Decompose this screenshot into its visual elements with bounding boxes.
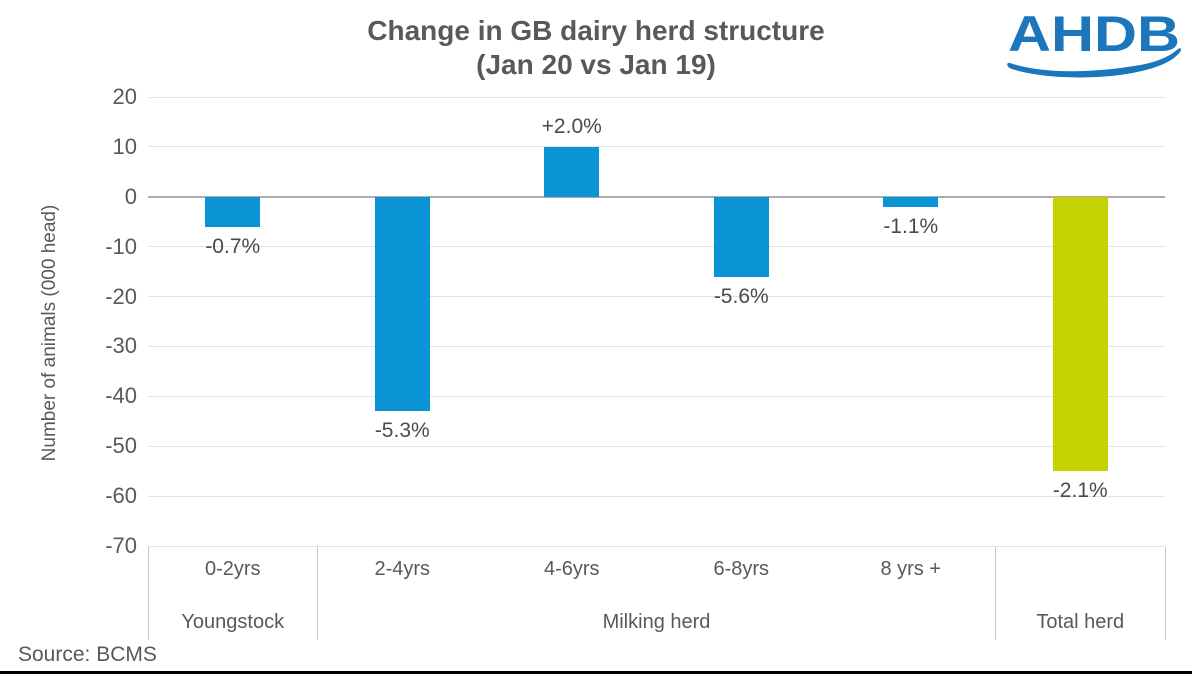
data-label: -5.6% — [713, 284, 769, 308]
gridline — [148, 246, 1165, 248]
x-age-label: 4-6yrs — [543, 558, 600, 580]
y-tick-label: -20 — [105, 283, 137, 309]
y-tick-label: -30 — [105, 333, 137, 359]
gridline — [148, 146, 1165, 148]
gridline — [148, 495, 1165, 497]
ahdb-logo-text: AHDB — [1008, 6, 1180, 62]
y-tick-label: 0 — [124, 183, 137, 209]
category-divider — [995, 547, 996, 640]
bar-2-4yrs — [374, 196, 430, 412]
x-age-label: 8 yrs + — [880, 558, 942, 580]
bar-4-6yrs — [544, 146, 600, 197]
gridline — [148, 545, 1165, 547]
gridline — [148, 345, 1165, 347]
y-tick-label: -40 — [105, 383, 137, 409]
bar-8-yrs-+ — [883, 196, 939, 207]
data-label: -5.3% — [374, 419, 430, 443]
x-age-label: 2-4yrs — [374, 558, 431, 580]
bottom-rule — [0, 671, 1192, 674]
y-tick-label: 20 — [112, 84, 137, 109]
y-tick-label: -60 — [105, 483, 137, 509]
ahdb-logo: AHDB — [1007, 6, 1182, 78]
data-label: +2.0% — [541, 114, 602, 138]
bar-total-herd — [1052, 196, 1108, 472]
y-tick-label: -70 — [105, 533, 137, 558]
bar-6-8yrs — [713, 196, 769, 277]
zero-gridline — [148, 195, 1165, 198]
data-label: -1.1% — [883, 214, 939, 238]
x-group-label: Milking herd — [602, 611, 711, 633]
source-note: Source: BCMS — [18, 643, 157, 666]
ahdb-logo-wave — [1007, 48, 1182, 78]
gridline — [148, 96, 1165, 98]
bar-0-2yrs — [205, 196, 261, 227]
category-divider — [1164, 547, 1166, 640]
data-label: -2.1% — [1052, 479, 1108, 503]
y-tick-label: -50 — [105, 433, 137, 459]
gridline — [148, 395, 1165, 397]
x-age-label: 6-8yrs — [713, 558, 770, 580]
x-group-label: Youngstock — [181, 611, 285, 633]
x-group-label: Total herd — [1036, 611, 1125, 633]
category-divider — [317, 547, 318, 640]
category-divider — [147, 547, 149, 640]
data-label: -0.7% — [205, 234, 261, 258]
x-age-label: 0-2yrs — [204, 558, 261, 580]
gridline — [148, 445, 1165, 447]
y-tick-label: 10 — [112, 133, 137, 159]
y-tick-label: -10 — [105, 233, 137, 259]
gridline — [148, 296, 1165, 298]
